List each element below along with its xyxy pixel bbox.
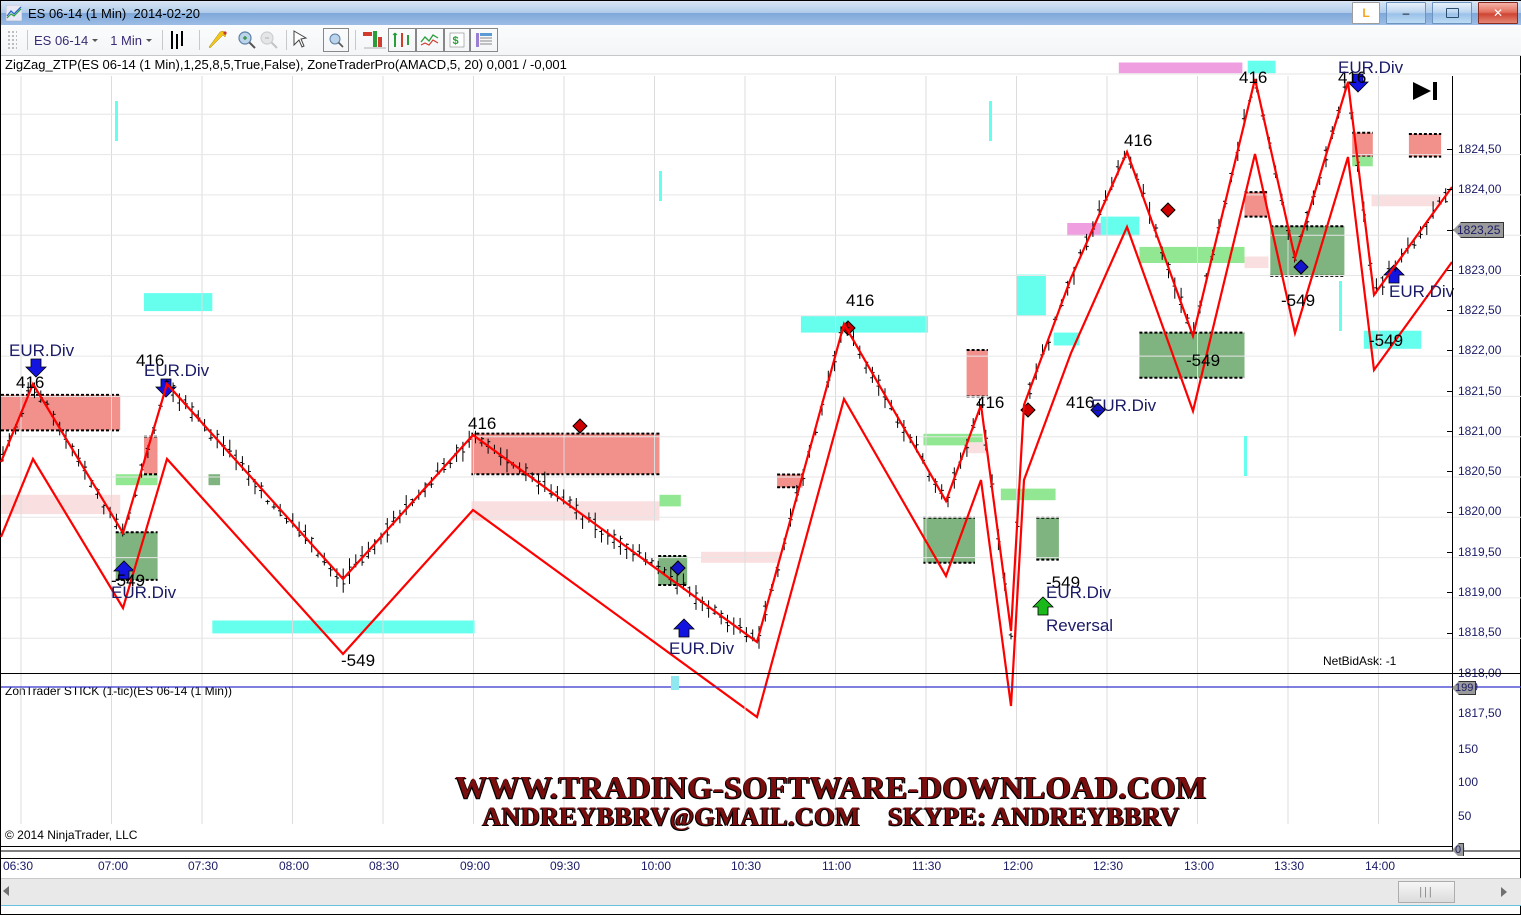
svg-text:$: $ — [453, 35, 459, 47]
